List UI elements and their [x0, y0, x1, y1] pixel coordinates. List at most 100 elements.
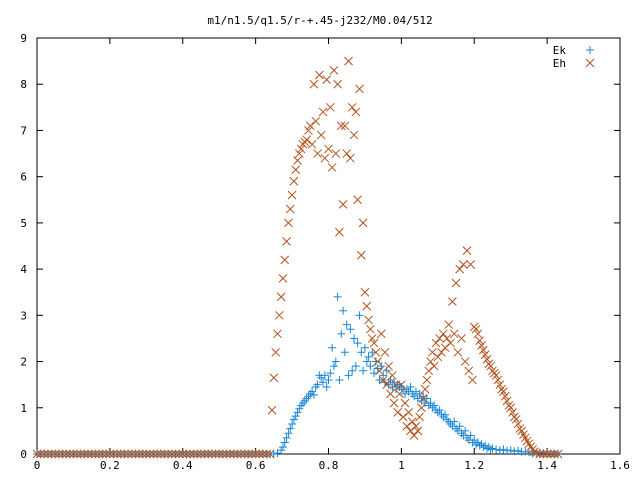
data-point: [320, 371, 329, 380]
data-point: [422, 394, 431, 403]
data-point: [455, 264, 465, 274]
data-point: [444, 320, 454, 329]
data-point: [141, 449, 151, 459]
data-point: [402, 421, 412, 431]
data-point: [288, 419, 297, 428]
data-point: [286, 424, 295, 433]
data-point: [506, 403, 516, 413]
data-point: [342, 320, 351, 329]
data-point: [331, 149, 341, 158]
data-point: [355, 311, 364, 320]
data-point: [214, 449, 224, 459]
data-point: [380, 347, 390, 357]
data-point: [287, 190, 297, 200]
data-point: [433, 352, 443, 362]
data-point: [429, 361, 439, 371]
data-point: [87, 449, 97, 459]
data-point: [149, 449, 158, 459]
data-point: [289, 176, 299, 186]
data-point: [218, 449, 228, 459]
data-point: [431, 338, 441, 348]
data-point: [411, 421, 421, 431]
data-point: [134, 449, 144, 459]
data-point: [364, 315, 373, 325]
legend-label: Eh: [553, 57, 566, 70]
data-point: [553, 449, 563, 459]
data-point: [539, 449, 548, 459]
data-point: [282, 237, 291, 246]
data-point: [307, 139, 317, 149]
data-point: [304, 126, 313, 135]
data-point: [326, 369, 335, 378]
x-tick-label: 1.2: [464, 459, 484, 472]
data-point: [404, 408, 414, 417]
data-point: [362, 301, 372, 311]
data-point: [243, 449, 253, 459]
data-point: [335, 227, 344, 237]
data-point: [344, 56, 353, 66]
data-point: [382, 380, 392, 390]
data-point: [427, 347, 437, 357]
x-tick-label: 0.4: [173, 459, 193, 472]
data-point: [280, 438, 289, 447]
data-point: [225, 449, 235, 459]
data-point: [101, 449, 111, 459]
data-point: [276, 292, 286, 302]
data-point: [295, 404, 304, 413]
data-point: [58, 449, 67, 459]
x-tick-label: 1.4: [537, 459, 557, 472]
data-point: [369, 338, 379, 348]
data-point: [76, 449, 86, 459]
data-point: [50, 449, 60, 459]
data-point: [294, 149, 304, 158]
data-point: [90, 449, 100, 459]
x-tick-label: 0.6: [246, 459, 266, 472]
data-point: [435, 334, 444, 343]
data-point: [379, 371, 388, 380]
data-point: [94, 449, 104, 459]
data-point: [406, 426, 415, 436]
data-point: [322, 382, 331, 391]
data-point: [441, 410, 450, 419]
series-eh: [32, 56, 563, 459]
data-point: [324, 144, 333, 154]
data-point: [415, 412, 424, 422]
data-point: [407, 417, 417, 426]
data-point: [185, 449, 195, 459]
data-point: [464, 366, 474, 376]
data-point: [192, 449, 202, 459]
data-point: [417, 403, 426, 413]
x-tick-label: 0.2: [100, 459, 120, 472]
data-point: [471, 324, 481, 334]
series-marks: [32, 56, 563, 459]
data-point: [418, 394, 428, 403]
data-point: [358, 218, 368, 228]
data-point: [265, 449, 275, 459]
data-point: [116, 449, 126, 459]
chart-title: m1/n1.5/q1.5/r-+.45-j232/M0.04/512: [207, 14, 432, 27]
data-point: [80, 449, 89, 459]
data-point: [61, 449, 71, 459]
data-point: [127, 449, 137, 459]
data-point: [329, 66, 339, 75]
y-tick-label: 7: [20, 124, 27, 137]
data-point: [278, 274, 288, 283]
data-point: [477, 439, 486, 448]
data-point: [333, 292, 342, 301]
y-tick-label: 0: [20, 448, 27, 461]
data-point: [375, 366, 384, 376]
data-point: [274, 310, 284, 320]
data-point: [522, 436, 532, 446]
data-point: [511, 414, 521, 424]
data-point: [333, 79, 342, 89]
data-point: [291, 165, 301, 175]
legend-marker: [585, 58, 595, 68]
data-point: [376, 329, 386, 339]
data-point: [335, 376, 344, 385]
data-point: [375, 376, 384, 385]
data-point: [340, 121, 350, 131]
data-point: [486, 361, 496, 371]
x-tick-label: 1: [398, 459, 405, 472]
data-point: [389, 398, 399, 408]
data-point: [109, 449, 118, 459]
